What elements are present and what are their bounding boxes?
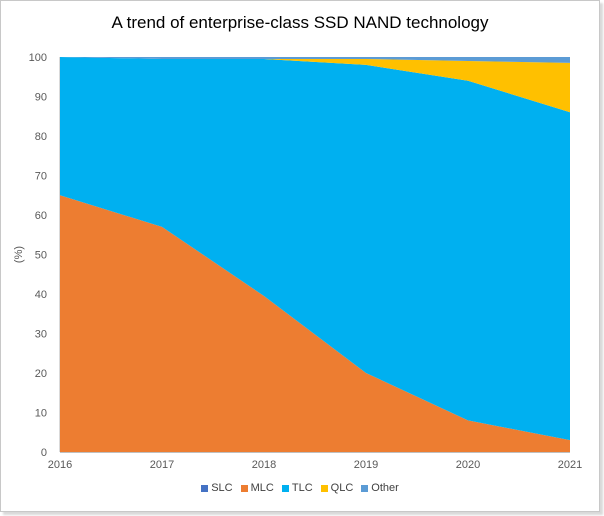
x-tick-labels: 2016 2017 2018 2019 2020 2021 [48, 459, 582, 471]
legend-swatch [201, 484, 209, 492]
x-tick-label: 2018 [252, 459, 276, 471]
legend-item-mlc: MLC [240, 482, 274, 494]
y-tick-label: 0 [41, 447, 47, 459]
legend-item-slc: SLC [201, 482, 233, 494]
y-tick-label: 100 [29, 52, 47, 64]
y-axis-label: (%) [13, 246, 25, 263]
area-layer [60, 57, 570, 452]
y-tick-label: 20 [35, 368, 47, 380]
y-tick-label: 60 [35, 210, 47, 222]
area-tlc [60, 57, 570, 441]
area-mlc [60, 195, 570, 452]
chart-legend: SLC MLC TLC QLC Other [1, 482, 599, 494]
y-tick-label: 30 [35, 329, 47, 341]
legend-label: TLC [291, 482, 313, 494]
legend-swatch [281, 484, 289, 492]
y-tick-label: 80 [35, 131, 47, 143]
legend-item-qlc: QLC [320, 482, 354, 494]
area-other [60, 57, 570, 63]
y-tick-labels: 0 10 20 30 40 50 60 70 80 90 100 [29, 52, 47, 459]
legend-item-other: Other [361, 482, 399, 494]
x-tick-label: 2020 [456, 459, 480, 471]
x-tick-label: 2016 [48, 459, 72, 471]
y-tick-label: 10 [35, 408, 47, 420]
y-tick-label: 40 [35, 289, 47, 301]
legend-item-tlc: TLC [281, 482, 313, 494]
y-tick-label: 90 [35, 92, 47, 104]
x-tick-label: 2021 [558, 459, 582, 471]
chart-title: A trend of enterprise-class SSD NAND tec… [111, 13, 489, 32]
axes-layer [59, 57, 570, 453]
legend-swatch [320, 484, 328, 492]
x-tick-label: 2019 [354, 459, 378, 471]
legend-label: SLC [211, 482, 233, 494]
x-tick-label: 2017 [150, 459, 174, 471]
legend-label: QLC [330, 482, 354, 494]
legend-swatch [361, 484, 369, 492]
y-tick-label: 70 [35, 171, 47, 183]
legend-label: Other [371, 482, 399, 494]
area-qlc [60, 57, 570, 113]
legend-swatch [240, 484, 248, 492]
legend-label: MLC [250, 482, 274, 494]
y-tick-label: 50 [35, 250, 47, 262]
